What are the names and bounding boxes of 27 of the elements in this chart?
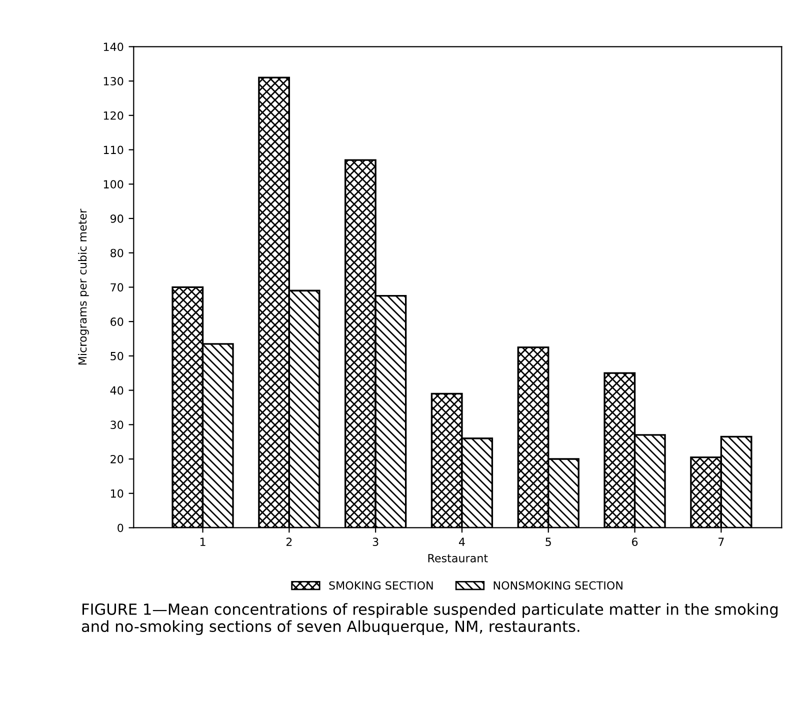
y-tick-label: 130 — [104, 77, 124, 86]
y-tick-label: 80 — [110, 248, 124, 258]
y-tick-label: 50 — [110, 352, 124, 360]
y-tick-label: 60 — [110, 318, 124, 326]
y-tick-label: 30 — [110, 420, 124, 430]
y-tick-label: 0 — [118, 524, 124, 532]
legend-label: SMOKING SECTION — [329, 581, 433, 590]
y-tick-label: 20 — [110, 454, 124, 464]
x-axis-title: Restaurant — [428, 554, 488, 562]
y-axis-title: Micrograms per cubic meter — [78, 208, 89, 365]
y-tick-label: 110 — [104, 146, 124, 154]
caption: FIGURE 1—Mean concentrations of respirable suspended particulate matter in the smoking and no-smoking sections of seven Albuquerque, NM, restaurants. — [82, 603, 778, 636]
y-tick-label: 70 — [110, 283, 124, 292]
x-tick-label: 7 — [718, 538, 724, 546]
y-tick-label: 40 — [110, 386, 124, 395]
y-tick-label: 120 — [104, 111, 124, 120]
x-tick-label: 2 — [286, 538, 292, 546]
x-tick-label: 1 — [200, 538, 206, 546]
x-tick-label: 3 — [372, 538, 378, 546]
y-tick-label: 100 — [104, 180, 124, 188]
y-tick-label: 10 — [111, 489, 124, 498]
x-tick-label: 4 — [458, 538, 465, 546]
y-tick-label: 90 — [110, 214, 124, 223]
legend-label: NONSMOKING SECTION — [494, 581, 622, 590]
y-tick-label: 140 — [104, 42, 124, 52]
x-tick-label: 6 — [632, 538, 638, 546]
x-tick-label: 5 — [546, 538, 551, 546]
